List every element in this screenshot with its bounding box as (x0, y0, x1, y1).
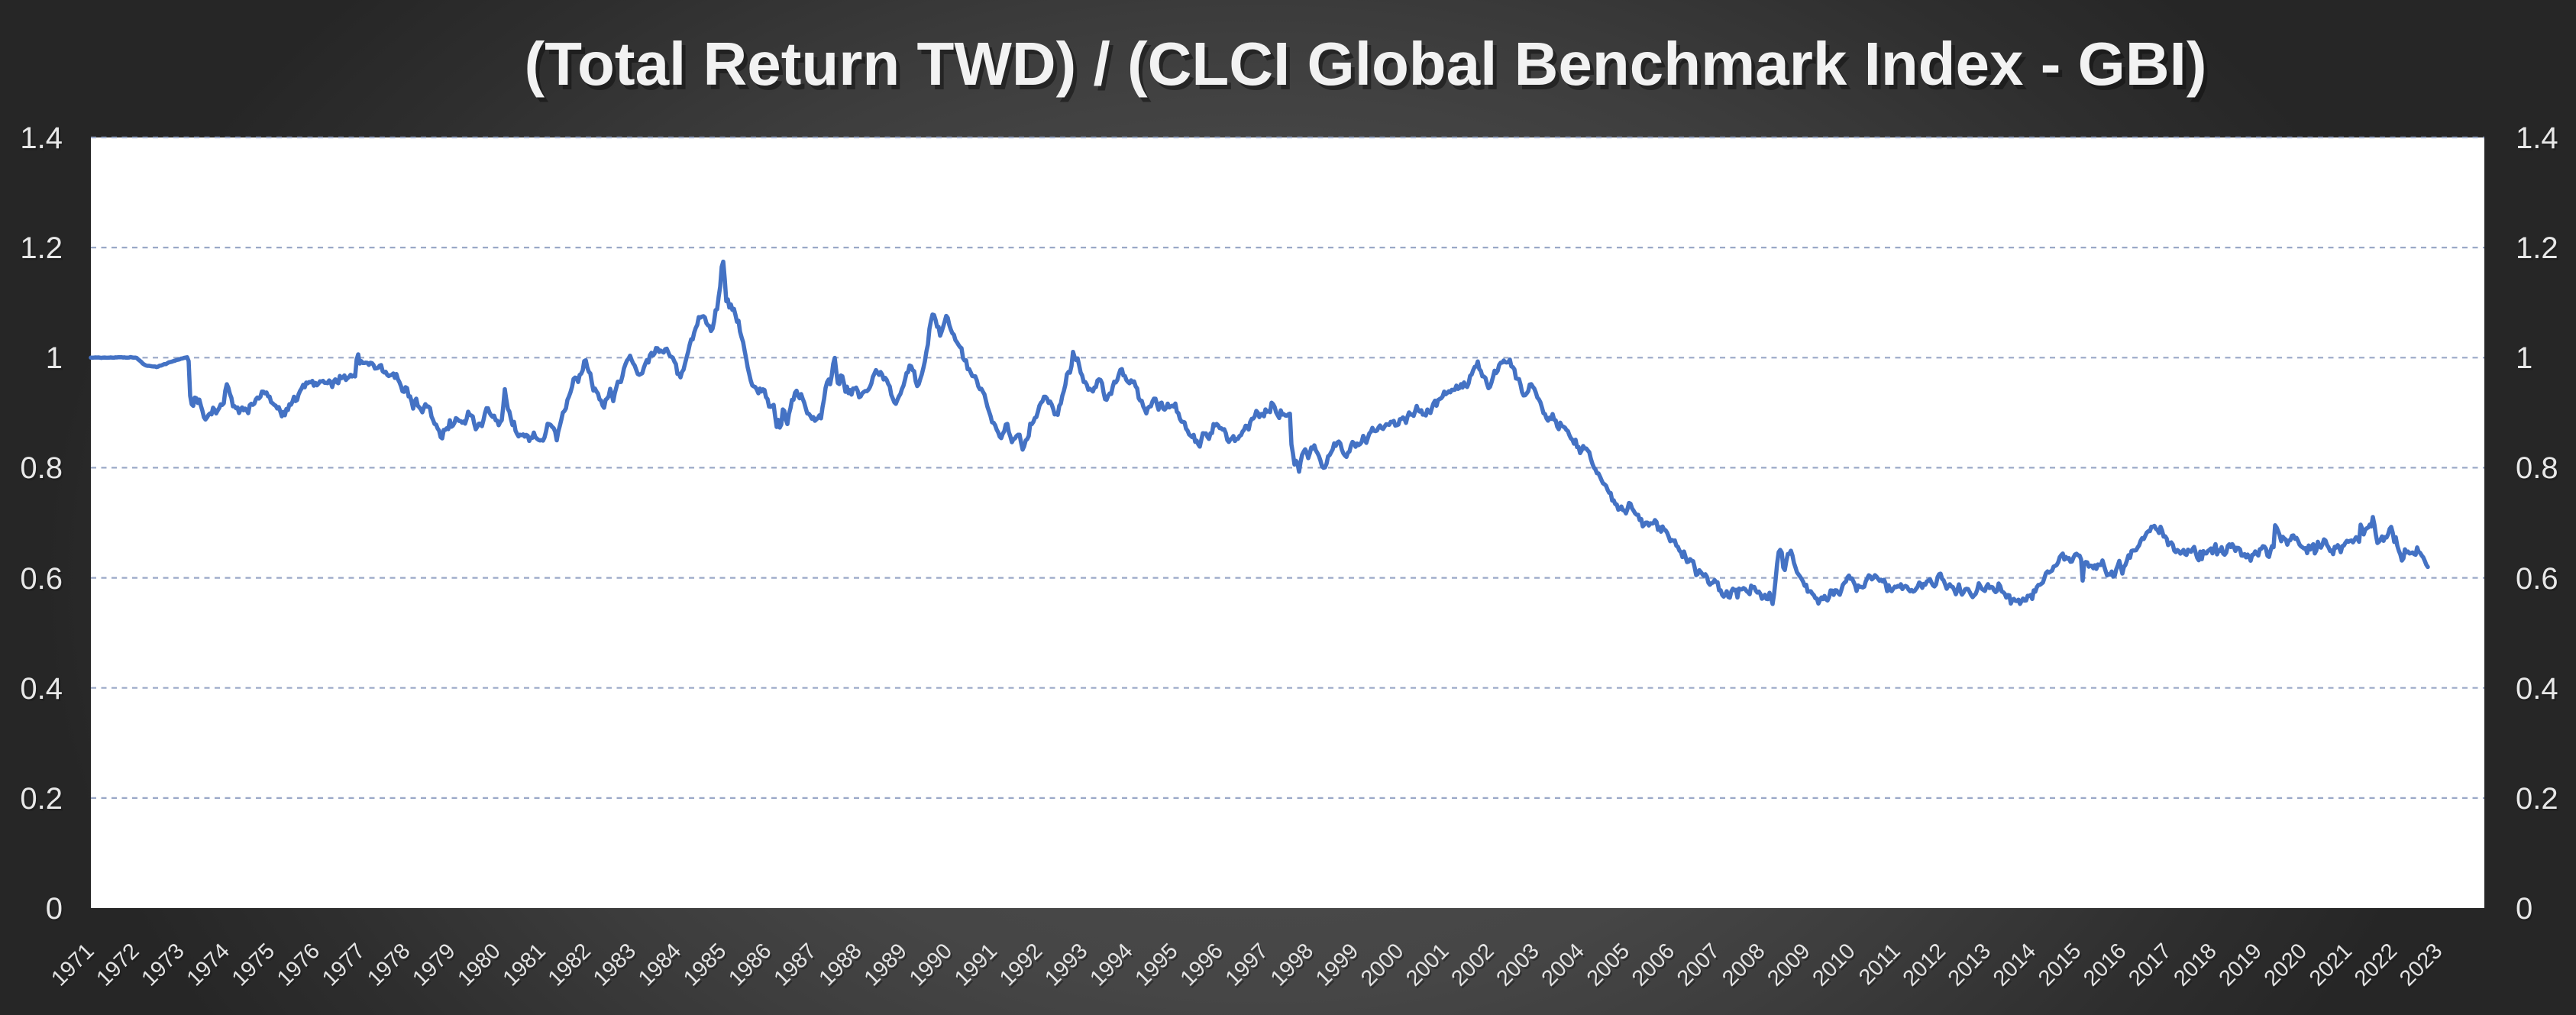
svg-text:1.4: 1.4 (20, 121, 63, 155)
svg-text:1.4: 1.4 (2517, 124, 2560, 157)
svg-text:(Total Return TWD) / (CLCI Glo: (Total Return TWD) / (CLCI Global Benchm… (528, 34, 2210, 102)
svg-text:1.4: 1.4 (2516, 121, 2558, 155)
svg-text:1.2: 1.2 (22, 234, 65, 267)
svg-text:0.4: 0.4 (22, 674, 65, 708)
svg-text:(Total Return TWD) / (CLCI Glo: (Total Return TWD) / (CLCI Global Benchm… (524, 30, 2206, 98)
svg-text:0.4: 0.4 (2516, 672, 2558, 706)
svg-text:1.2: 1.2 (2516, 231, 2558, 265)
svg-text:0.8: 0.8 (2516, 451, 2558, 485)
svg-text:0.2: 0.2 (22, 784, 65, 818)
svg-text:0.6: 0.6 (2517, 564, 2560, 598)
svg-text:0: 0 (2516, 892, 2532, 926)
svg-text:0: 0 (2517, 894, 2534, 928)
svg-text:0.8: 0.8 (20, 451, 63, 485)
svg-text:1: 1 (46, 341, 63, 375)
svg-text:0.2: 0.2 (2516, 782, 2558, 816)
svg-text:0.8: 0.8 (2517, 454, 2560, 487)
svg-text:1: 1 (2517, 344, 2534, 377)
svg-text:1.2: 1.2 (20, 231, 63, 265)
svg-text:1: 1 (47, 344, 64, 377)
svg-text:0: 0 (47, 894, 64, 928)
svg-text:0.4: 0.4 (2517, 674, 2560, 708)
svg-text:1.4: 1.4 (22, 124, 65, 157)
svg-text:0.2: 0.2 (2517, 784, 2560, 818)
svg-text:0.2: 0.2 (20, 782, 63, 816)
svg-text:0.6: 0.6 (2516, 562, 2558, 596)
svg-text:0.6: 0.6 (20, 562, 63, 596)
svg-text:0.6: 0.6 (22, 564, 65, 598)
svg-text:1.2: 1.2 (2517, 234, 2560, 267)
svg-text:0: 0 (46, 892, 63, 926)
svg-text:1: 1 (2516, 341, 2532, 375)
svg-text:0.4: 0.4 (20, 672, 63, 706)
svg-text:0.8: 0.8 (22, 454, 65, 487)
